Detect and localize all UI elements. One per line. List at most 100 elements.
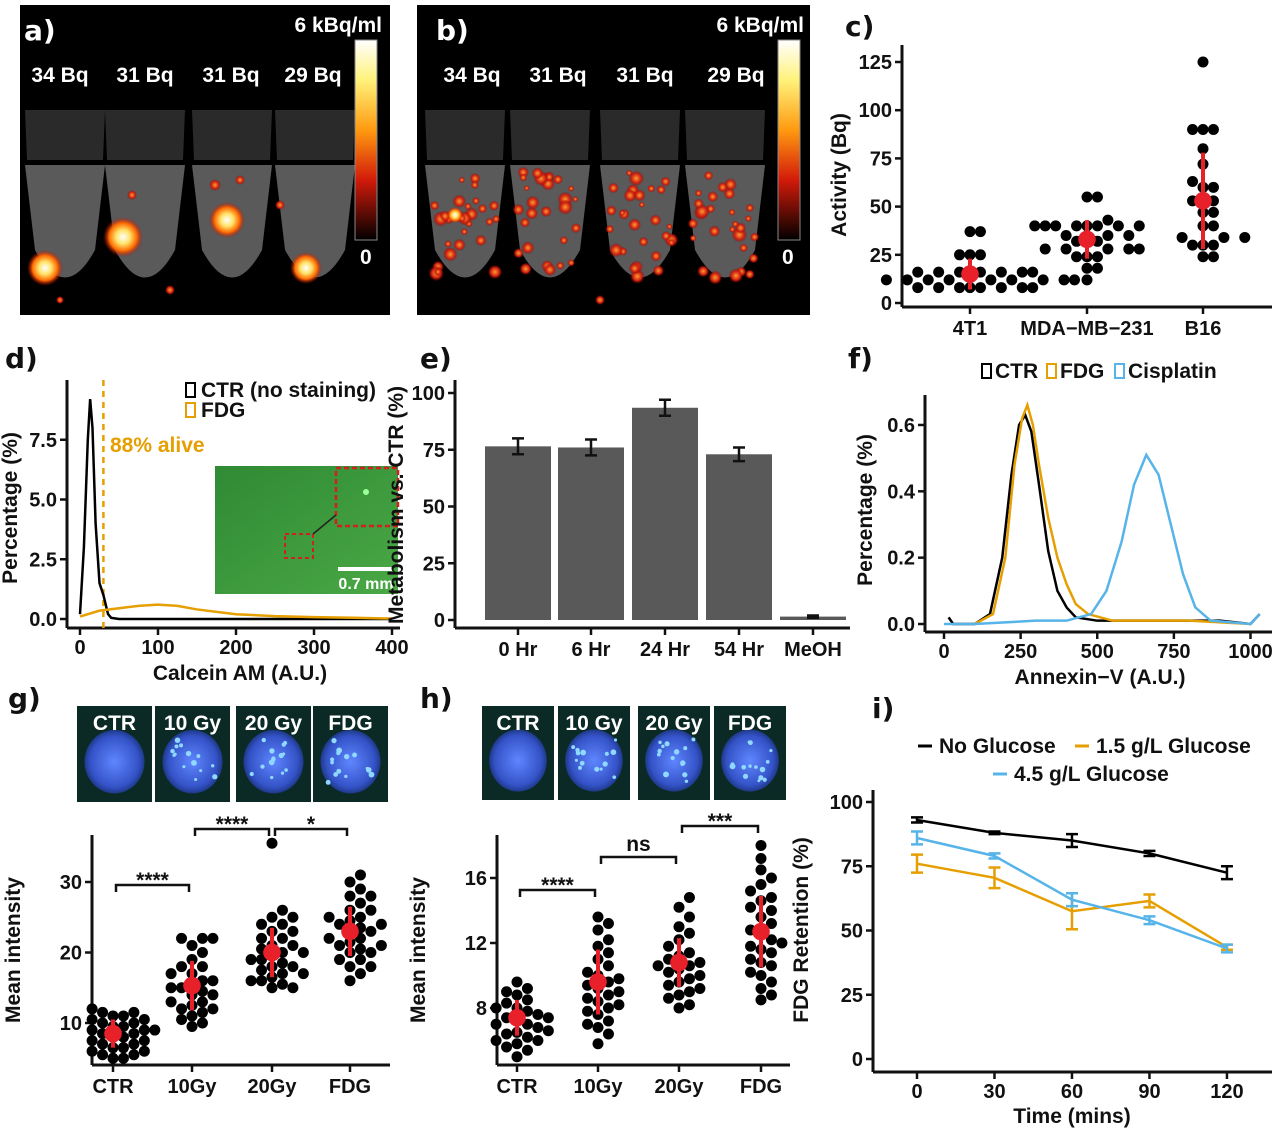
y-tick-label: 0: [434, 610, 445, 632]
data-point: [602, 989, 614, 1001]
data-point: [912, 282, 924, 294]
error-bar: [1065, 832, 1078, 849]
mean-marker: [263, 943, 281, 962]
zoom-connector: [312, 514, 337, 535]
significance-label: ns: [626, 833, 651, 856]
legend-swatch: [185, 382, 196, 398]
data-point: [501, 986, 513, 998]
foci: [664, 741, 670, 747]
hot-spot: [608, 182, 619, 194]
data-point: [128, 1049, 140, 1061]
data-point: [287, 982, 299, 994]
data-point: [365, 925, 377, 937]
data-point: [1176, 231, 1188, 243]
data-point: [673, 921, 685, 933]
hot-spot: [429, 200, 440, 211]
data-point: [354, 883, 366, 895]
data-point: [256, 964, 268, 976]
tube-cap: [510, 110, 590, 160]
hot-spot: [638, 236, 649, 247]
data-point: [1071, 251, 1083, 263]
foci: [612, 775, 617, 780]
foci: [174, 744, 179, 749]
data-point: [1197, 143, 1209, 155]
data-point: [287, 961, 299, 973]
y-tick-label: 0.2: [887, 548, 915, 570]
data-point: [755, 970, 767, 981]
foci: [365, 766, 369, 770]
panel-label: i): [872, 692, 894, 725]
data-point: [1050, 220, 1062, 232]
data-point: [287, 911, 299, 923]
foci: [656, 752, 661, 757]
hot-spot: [666, 223, 673, 230]
data-point: [511, 989, 523, 1001]
foci: [173, 752, 177, 756]
hot-spot: [605, 205, 617, 216]
legend-label: CTR (no staining): [201, 379, 376, 402]
tile-label: 20 Gy: [645, 712, 703, 735]
hot-spot: [625, 169, 633, 177]
data-point: [673, 1002, 685, 1014]
x-tick-label: 750: [1157, 641, 1190, 663]
hot-spot: [475, 234, 487, 247]
panel-label: h): [420, 682, 453, 715]
data-point: [933, 282, 945, 294]
data-point: [117, 1052, 129, 1064]
panel-d: 0.0 2.5 5.0 7.5 0 100 200 300 400 Percentage (%) C…: [0, 342, 409, 685]
y-tick-label: 0.4: [887, 481, 916, 503]
error-bar: [659, 398, 671, 417]
nucleus: [320, 730, 381, 794]
x-tick-label: 90: [1138, 1081, 1160, 1103]
data-point: [207, 975, 219, 987]
tile-label: 10 Gy: [565, 712, 623, 735]
significance-label: ****: [541, 874, 575, 897]
x-tick-label: 0: [74, 637, 85, 659]
data-point: [266, 982, 278, 994]
foci: [575, 750, 581, 756]
x-tick-label: B16: [1185, 318, 1222, 340]
x-tick-label: 120: [1210, 1081, 1243, 1103]
error-bar: [1143, 915, 1156, 926]
data-point: [344, 975, 356, 987]
foci: [330, 760, 334, 765]
data-point: [1091, 191, 1103, 203]
data-point: [86, 1003, 98, 1015]
data-point: [602, 918, 614, 929]
hot-spot: [523, 185, 530, 192]
data-point: [1197, 123, 1209, 135]
hot-spot: [567, 259, 575, 267]
significance-label: *: [307, 813, 316, 836]
data-point: [755, 853, 767, 864]
foci: [368, 771, 375, 778]
foci: [280, 771, 285, 775]
foci: [270, 775, 274, 780]
data-point: [755, 864, 767, 876]
y-axis-label: Metabolism vs. CTR (%): [385, 386, 408, 624]
hot-spot: [650, 250, 662, 262]
x-tick-label: 400: [375, 637, 408, 659]
legend-label: CTR: [995, 360, 1038, 383]
data-point: [365, 947, 377, 958]
data-point: [592, 911, 604, 923]
x-tick-label: MDA−MB−231: [1020, 318, 1153, 340]
error-bar: [911, 830, 923, 846]
foci: [344, 774, 348, 779]
mean-marker: [1078, 230, 1096, 249]
tube-cap: [275, 110, 355, 160]
x-tick-label: 60: [1061, 1081, 1083, 1103]
error-bar: [1220, 865, 1233, 881]
x-tick-label: 0 Hr: [499, 639, 538, 661]
data-point: [196, 932, 208, 944]
data-point: [1060, 243, 1072, 255]
colorbar-max-label: 6 kBq/ml: [294, 14, 382, 37]
data-point: [745, 940, 757, 952]
y-tick-label: 125: [859, 52, 892, 74]
hot-spot: [744, 269, 755, 280]
data-point: [287, 925, 299, 937]
data-point: [501, 1028, 513, 1040]
data-point: [974, 282, 986, 294]
data-point: [602, 934, 614, 946]
data-point: [602, 1002, 614, 1014]
data-point: [97, 1006, 109, 1018]
